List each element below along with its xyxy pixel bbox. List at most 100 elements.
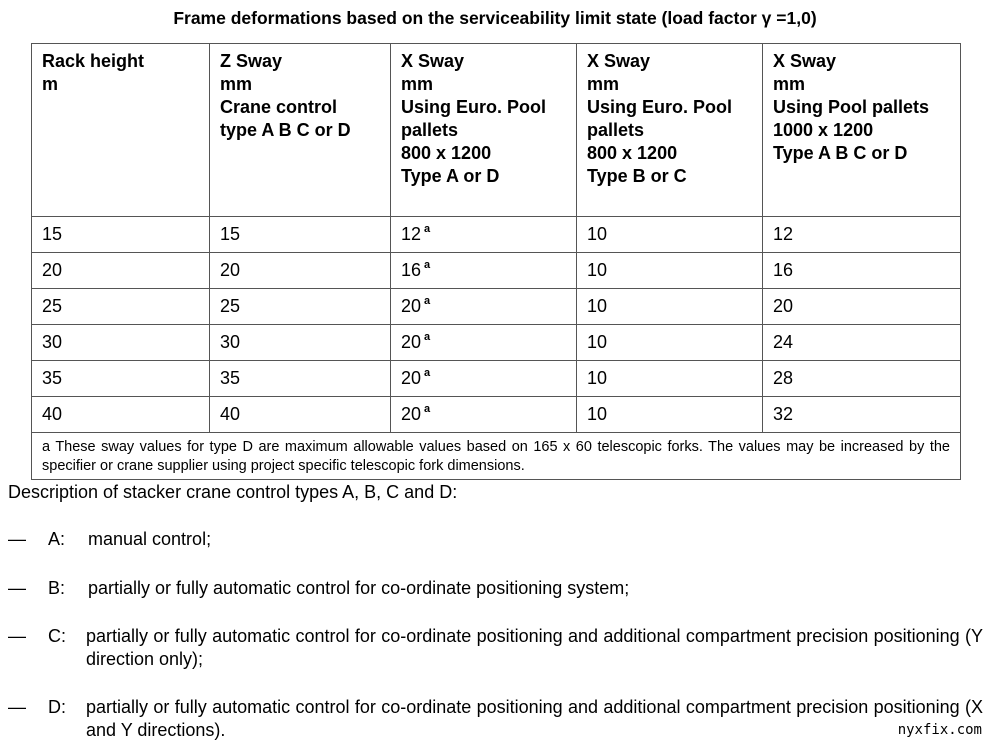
cell-value: 10 — [587, 404, 608, 424]
table-cell: 10 — [576, 216, 763, 253]
cell-value: 25 — [42, 296, 63, 316]
item-text: partially or fully automatic control for… — [86, 697, 983, 740]
dash-icon: — — [8, 529, 26, 549]
cell-value: 20 — [401, 332, 422, 352]
cell-value: 20 — [220, 260, 241, 280]
item-letter: D: — [48, 697, 66, 717]
cell-value: 20 — [401, 296, 422, 316]
table-cell: 32 — [762, 396, 961, 433]
table-title: Frame deformations based on the servicea… — [173, 8, 817, 28]
list-item-d: — D: partially or fully automatic contro… — [8, 696, 983, 742]
table-row: 25 25 20 a 10 20 — [31, 288, 961, 325]
list-item-b: — B: partially or fully automatic contro… — [8, 577, 983, 600]
table-cell: 15 — [209, 216, 391, 253]
table-cell: 30 — [209, 324, 391, 361]
cell-value: 10 — [587, 296, 608, 316]
table-cell: 40 — [31, 396, 210, 433]
dash-icon: — — [8, 578, 26, 598]
table-row: 20 20 16 a 10 16 — [31, 252, 961, 289]
table-cell: 30 — [31, 324, 210, 361]
table-row: 35 35 20 a 10 28 — [31, 360, 961, 397]
header-rack-height: Rack height m — [31, 43, 210, 217]
table-cell: 10 — [576, 252, 763, 289]
cell-value: 25 — [220, 296, 241, 316]
table-cell: 10 — [576, 396, 763, 433]
table-cell: 20 a — [390, 288, 577, 325]
table-row: 40 40 20 a 10 32 — [31, 396, 961, 433]
footnote-marker: a — [424, 331, 431, 343]
cell-value: 40 — [220, 404, 241, 424]
cell-value: 16 — [401, 260, 422, 280]
list-item-a: — A: manual control; — [8, 528, 983, 551]
footnote-row: a These sway values for type D are maxim… — [31, 432, 961, 480]
footnote-marker: a — [424, 367, 431, 379]
table-cell: 28 — [762, 360, 961, 397]
cell-value: 30 — [220, 332, 241, 352]
footnote: a These sway values for type D are maxim… — [31, 432, 961, 480]
table-cell: 15 — [31, 216, 210, 253]
table-cell: 20 — [762, 288, 961, 325]
cell-value: 32 — [773, 404, 794, 424]
cell-value: 12 — [773, 224, 794, 244]
cell-value: 16 — [773, 260, 794, 280]
table-cell: 20 a — [390, 360, 577, 397]
cell-value: 20 — [42, 260, 63, 280]
sway-table: Rack height m Z Sway mm Crane control ty… — [31, 43, 961, 480]
cell-value: 15 — [220, 224, 241, 244]
table-cell: 25 — [209, 288, 391, 325]
item-text: partially or fully automatic control for… — [86, 626, 983, 669]
table-cell: 40 — [209, 396, 391, 433]
table-cell: 35 — [31, 360, 210, 397]
item-letter: B: — [48, 578, 66, 598]
cell-value: 10 — [587, 224, 608, 244]
cell-value: 10 — [587, 332, 608, 352]
table-cell: 25 — [31, 288, 210, 325]
footnote-marker: a — [424, 403, 431, 415]
cell-value: 20 — [401, 368, 422, 388]
footnote-marker: a — [424, 295, 431, 307]
table-row: 15 15 12 a 10 12 — [31, 216, 961, 253]
header-z-sway: Z Sway mm Crane control type A B C or D — [209, 43, 391, 217]
cell-value: 12 — [401, 224, 422, 244]
list-item-c: — C: partially or fully automatic contro… — [8, 625, 983, 671]
cell-value: 10 — [587, 260, 608, 280]
description-heading: Description of stacker crane control typ… — [8, 482, 458, 502]
watermark: nyxfix.com — [897, 722, 982, 738]
cell-value: 35 — [42, 368, 63, 388]
cell-value: 30 — [42, 332, 63, 352]
table-cell: 20 a — [390, 324, 577, 361]
header-x-sway-euro-bc: X Sway mm Using Euro. Pool pallets 800 x… — [576, 43, 763, 217]
table-cell: 10 — [576, 288, 763, 325]
table-cell: 20 a — [390, 396, 577, 433]
dash-icon: — — [8, 626, 26, 646]
table-cell: 16 — [762, 252, 961, 289]
cell-value: 28 — [773, 368, 794, 388]
table-cell: 35 — [209, 360, 391, 397]
cell-value: 20 — [773, 296, 794, 316]
item-text: manual control; — [88, 529, 212, 549]
item-letter: C: — [48, 626, 66, 646]
table-cell: 20 — [209, 252, 391, 289]
cell-value: 10 — [587, 368, 608, 388]
header-x-sway-pool: X Sway mm Using Pool pallets 1000 x 1200… — [762, 43, 961, 217]
table-row: 30 30 20 a 10 24 — [31, 324, 961, 361]
cell-value: 24 — [773, 332, 794, 352]
table-cell: 16 a — [390, 252, 577, 289]
table-cell: 12 — [762, 216, 961, 253]
table-cell: 10 — [576, 324, 763, 361]
cell-value: 20 — [401, 404, 422, 424]
cell-value: 40 — [42, 404, 63, 424]
item-text: partially or fully automatic control for… — [88, 578, 630, 598]
dash-icon: — — [8, 697, 26, 717]
table-cell: 24 — [762, 324, 961, 361]
header-x-sway-euro-ad: X Sway mm Using Euro. Pool pallets 800 x… — [390, 43, 577, 217]
footnote-marker: a — [424, 259, 431, 271]
item-letter: A: — [48, 529, 66, 549]
table-cell: 20 — [31, 252, 210, 289]
table-cell: 12 a — [390, 216, 577, 253]
header-row: Rack height m Z Sway mm Crane control ty… — [31, 43, 961, 217]
cell-value: 35 — [220, 368, 241, 388]
cell-value: 15 — [42, 224, 63, 244]
footnote-marker: a — [424, 223, 431, 235]
table-cell: 10 — [576, 360, 763, 397]
